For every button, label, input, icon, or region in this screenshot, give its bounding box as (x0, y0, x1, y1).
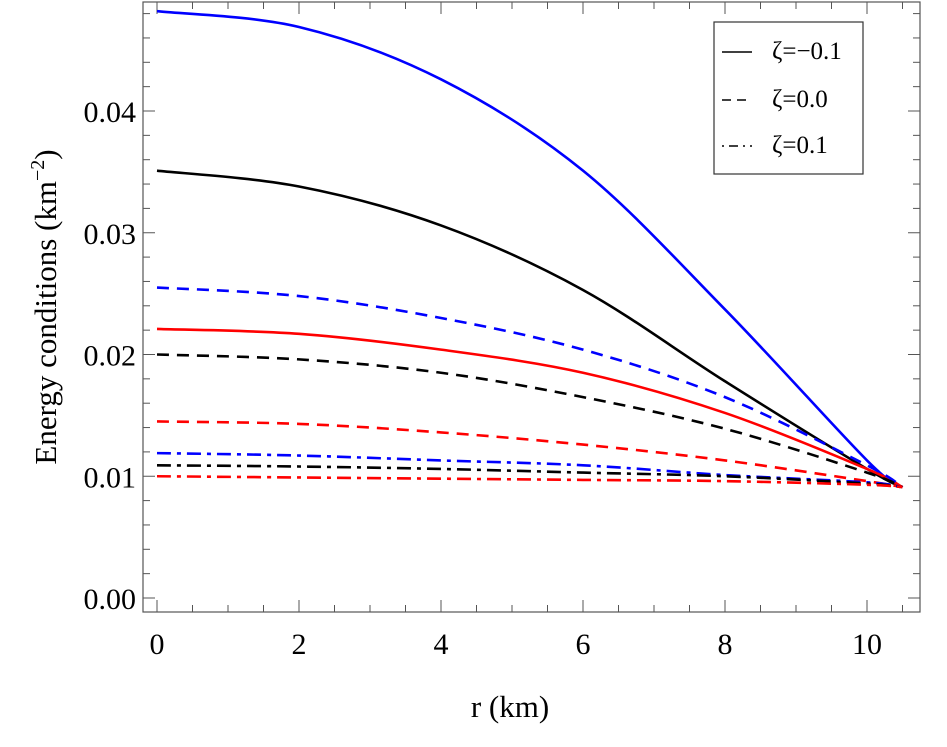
x-tick-label: 0 (150, 628, 165, 661)
x-tick-label: 6 (576, 628, 591, 661)
y-tick-label: 0.02 (84, 340, 137, 373)
x-tick-label: 2 (292, 628, 307, 661)
series-line-dashdot-8 (156, 474, 903, 489)
series-line-dashed-4 (156, 353, 904, 489)
series-line-dashdot-6 (156, 451, 903, 489)
legend-box (713, 21, 864, 175)
x-axis-title: r (km) (471, 689, 549, 724)
series-line-dashed-5 (156, 420, 903, 489)
legend-label-1: ζ=0.0 (772, 86, 828, 113)
x-tick-labels: 0 2 4 6 8 10 (150, 628, 883, 661)
x-tick-label: 10 (852, 628, 882, 661)
series-line-solid-0 (156, 9, 904, 489)
series-line-solid-2 (156, 327, 904, 489)
series-lines (156, 9, 904, 489)
y-tick-label: 0.03 (84, 218, 137, 251)
y-tick-label: 0.04 (84, 96, 137, 129)
x-tick-label: 8 (718, 628, 733, 661)
legend-label-2: ζ=0.1 (772, 132, 828, 159)
x-tick-label: 4 (434, 628, 449, 661)
y-tick-label: 0.01 (84, 461, 137, 494)
plot-frame (142, 1, 921, 613)
y-tick-label: 0.00 (84, 583, 137, 616)
series-line-dashdot-7 (156, 463, 903, 489)
y-axis-title: Energy conditions (km−2) (27, 149, 63, 464)
series-line-dashed-3 (156, 286, 904, 489)
y-axis-title-close: ) (28, 149, 63, 159)
series-line-solid-1 (156, 169, 904, 489)
y-axis-title-main: Energy conditions (km (28, 181, 63, 465)
y-axis-title-sup: −2 (27, 160, 49, 181)
axis-ticks (143, 2, 920, 612)
legend: ζ=−0.1 ζ=0.0 ζ=0.1 (713, 21, 864, 175)
legend-label-0: ζ=−0.1 (772, 38, 842, 65)
y-tick-labels: 0.00 0.01 0.02 0.03 0.04 (84, 96, 137, 616)
